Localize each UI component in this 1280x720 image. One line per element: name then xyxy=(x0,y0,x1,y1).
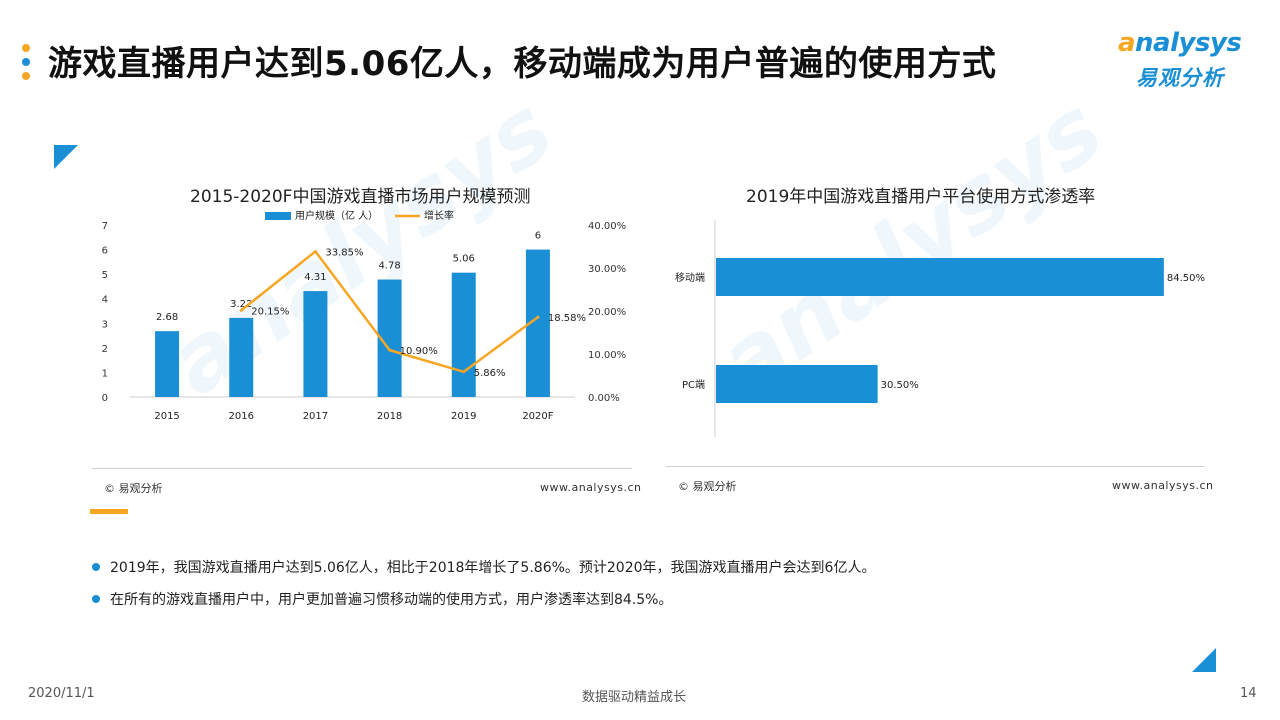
bar-2015 xyxy=(155,331,180,397)
y-axis-tick-label: 7 xyxy=(102,221,108,232)
left-chart: 用户规模（亿 人） 增长率 0 1 2 3 4 5 6 7 0.00% 10.00% 20.00% 30.… xyxy=(102,209,627,422)
hbar-value-label: 30.50% xyxy=(881,380,919,391)
hbar-value-label: 84.50% xyxy=(1167,273,1205,284)
growth-rate-label: 33.85% xyxy=(325,247,363,258)
page-number: 14 xyxy=(1240,686,1257,701)
bullet-1-text: 2019年，我国游戏直播用户达到5.06亿人，相比于2018年增长了5.86%。… xyxy=(110,560,876,576)
left-chart-divider xyxy=(92,468,632,469)
bar-value-label: 6 xyxy=(535,231,541,242)
x-axis-tick-label: 2017 xyxy=(303,411,328,422)
legend-line-label: 增长率 xyxy=(424,209,454,222)
x-axis-tick-label: 2019 xyxy=(451,411,476,422)
bar-value-label: 2.68 xyxy=(156,312,178,323)
y2-axis-tick-label: 0.00% xyxy=(588,393,620,404)
left-chart-title: 2015-2020F中国游戏直播市场用户规模预测 xyxy=(190,187,531,207)
growth-rate-point xyxy=(462,370,466,374)
legend-bar-swatch xyxy=(265,212,291,220)
bar-value-label: 5.06 xyxy=(453,254,475,265)
growth-rate-point xyxy=(536,315,540,319)
growth-rate-label: 20.15% xyxy=(251,306,289,317)
y2-axis-tick-label: 40.00% xyxy=(588,221,626,232)
y-axis-category-label: PC端 xyxy=(682,378,705,391)
hbar-1 xyxy=(716,365,878,403)
bar-value-label: 4.78 xyxy=(378,261,400,272)
footer-date: 2020/11/1 xyxy=(28,686,95,701)
y-axis-tick-label: 3 xyxy=(102,319,108,330)
bar-value-label: 3.22 xyxy=(230,299,252,310)
bar-2016 xyxy=(229,317,254,397)
growth-rate-label: 18.58% xyxy=(548,313,586,324)
y2-axis-tick-label: 20.00% xyxy=(588,307,626,318)
x-axis-tick-label: 2020F xyxy=(522,411,553,422)
legend-bar-label: 用户规模（亿 人） xyxy=(295,209,378,222)
right-chart-title: 2019年中国游戏直播用户平台使用方式渗透率 xyxy=(746,187,1096,207)
bar-value-label: 4.31 xyxy=(304,272,326,283)
bullet-2-text: 在所有的游戏直播用户中，用户更加普遍习惯移动端的使用方式，用户渗透率达到84.5… xyxy=(110,592,673,608)
growth-rate-label: 10.90% xyxy=(400,346,438,357)
left-chart-url[interactable]: www.analysys.cn xyxy=(540,481,642,494)
y-axis-category-label: 移动端 xyxy=(675,271,705,284)
corner-triangle-top-left xyxy=(54,145,78,169)
y2-axis-tick-label: 30.00% xyxy=(588,264,626,275)
title-decoration-dots xyxy=(22,44,32,84)
logo-chinese: 易观分析 xyxy=(1136,66,1224,90)
page-title: 游戏直播用户达到5.06亿人，移动端成为用户普遍的使用方式 xyxy=(48,44,997,84)
growth-rate-point xyxy=(388,348,392,352)
bar-2019 xyxy=(451,272,476,397)
logo-english: analysys xyxy=(1118,28,1242,58)
y-axis-tick-label: 2 xyxy=(102,344,108,355)
right-chart: 84.50% 移动端 30.50% PC端 xyxy=(675,220,1205,437)
bullet-2: 在所有的游戏直播用户中，用户更加普遍习惯移动端的使用方式，用户渗透率达到84.5… xyxy=(92,589,672,609)
x-axis-tick-label: 2018 xyxy=(377,411,402,422)
orange-dot xyxy=(22,44,30,52)
bullet-dot xyxy=(92,563,100,571)
right-chart-url[interactable]: www.analysys.cn xyxy=(1112,479,1214,492)
orange-dot xyxy=(22,72,30,80)
right-chart-source: © 易观分析 xyxy=(678,480,737,493)
hbar-0 xyxy=(716,258,1164,296)
right-chart-divider xyxy=(666,466,1204,467)
accent-orange-bar xyxy=(90,509,128,514)
y-axis-tick-label: 1 xyxy=(102,368,108,379)
left-chart-source: © 易观分析 xyxy=(104,482,163,495)
bullet-dot xyxy=(92,595,100,603)
x-axis-tick-label: 2015 xyxy=(154,411,179,422)
corner-triangle-bottom-right xyxy=(1192,648,1216,672)
x-axis-tick-label: 2016 xyxy=(229,411,254,422)
y-axis-tick-label: 5 xyxy=(102,270,108,281)
bar-2017 xyxy=(303,291,328,397)
growth-rate-label: 5.86% xyxy=(474,368,506,379)
y-axis-tick-label: 0 xyxy=(102,393,108,404)
footer-slogan: 数据驱动精益成长 xyxy=(582,690,687,705)
growth-rate-point xyxy=(239,308,243,312)
growth-rate-point xyxy=(313,249,317,253)
y2-axis-tick-label: 10.00% xyxy=(588,350,626,361)
y-axis-tick-label: 4 xyxy=(102,295,108,306)
y-axis-tick-label: 6 xyxy=(102,246,108,257)
blue-dot xyxy=(22,58,30,66)
analysys-logo: analysys 易观分析 xyxy=(1112,24,1252,94)
bullet-1: 2019年，我国游戏直播用户达到5.06亿人，相比于2018年增长了5.86%。… xyxy=(92,557,875,577)
